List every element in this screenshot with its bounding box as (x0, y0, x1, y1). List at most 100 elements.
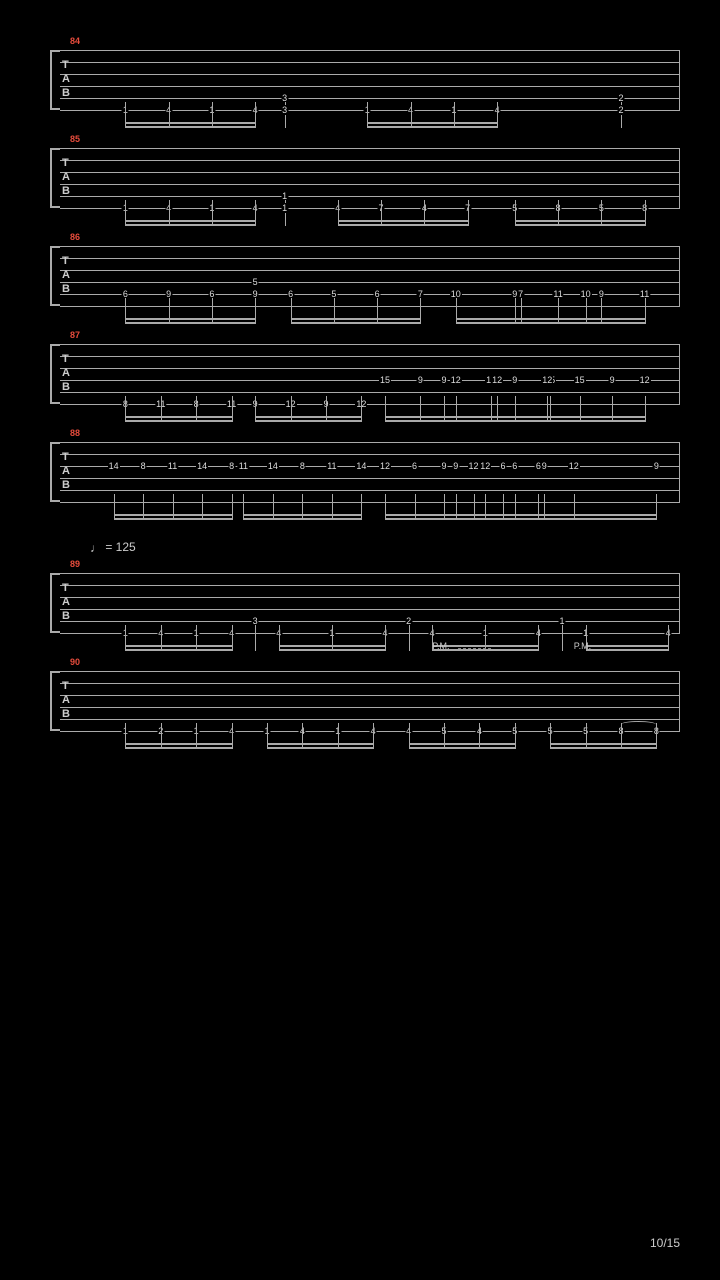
measures-container: 84TAB14143314142285TAB1414114747585886TA… (40, 50, 680, 731)
beam (538, 518, 656, 520)
beam (125, 122, 255, 124)
fret-number: 9 (609, 375, 616, 385)
beam (586, 645, 669, 647)
tab-letter: A (62, 597, 70, 608)
note-stem (125, 723, 126, 749)
staff-line (60, 404, 680, 405)
note-stem (444, 494, 445, 520)
fret-number: 6 (511, 461, 518, 471)
staff-line (60, 306, 680, 307)
tab-letter: B (62, 709, 70, 720)
fret-number: 9 (440, 461, 447, 471)
note-stem (444, 396, 445, 422)
note-stem (515, 298, 516, 324)
note-stem (485, 494, 486, 520)
tab-letter: A (62, 270, 70, 281)
staff-bracket (50, 442, 60, 502)
note-stem (550, 396, 551, 422)
tab-letter: A (62, 172, 70, 183)
note-stem (656, 723, 657, 749)
tab-letter: B (62, 88, 70, 99)
beam (409, 747, 515, 749)
tab-page: 84TAB14143314142285TAB1414114747585886TA… (0, 0, 720, 809)
note-stem (601, 200, 602, 226)
note-stem (491, 396, 492, 422)
fret-number: 12 (467, 461, 479, 471)
note-stem (586, 298, 587, 324)
note-stem (212, 102, 213, 128)
beam (279, 645, 385, 647)
fret-number: 12 (541, 375, 553, 385)
note-stem (169, 298, 170, 324)
fret-number: 3 (281, 105, 288, 115)
note-stem (338, 723, 339, 749)
note-stem (474, 494, 475, 520)
notes-row: 1214141445455588 (90, 671, 680, 731)
tab-letter: T (62, 681, 69, 692)
fret-number: 11 (326, 461, 337, 471)
note-stem (645, 200, 646, 226)
beam (515, 416, 645, 418)
fret-number: 8 (299, 461, 306, 471)
note-stem (521, 298, 522, 324)
fret-number: 11 (238, 461, 249, 471)
note-stem (196, 723, 197, 749)
measure-number: 90 (70, 657, 80, 667)
tab-letter: T (62, 256, 69, 267)
measure-number: 88 (70, 428, 80, 438)
note-stem (169, 102, 170, 128)
note-stem (161, 625, 162, 651)
note-stem (373, 723, 374, 749)
measure-number: 84 (70, 36, 80, 46)
beam (409, 743, 515, 745)
tab-staff: TAB81181191291215912159121591215912 (60, 344, 680, 404)
tab-staff: TAB141433141422 (60, 50, 680, 110)
tab-letter: B (62, 284, 70, 295)
staff-bracket (50, 671, 60, 731)
note-stem (497, 102, 498, 128)
note-stem (273, 494, 274, 520)
fret-number: 12 (379, 461, 391, 471)
measure-86: 86TAB69695656710710911911 (40, 246, 680, 306)
note-stem (547, 396, 548, 422)
note-stem (515, 494, 516, 520)
fret-number: 12 (491, 375, 503, 385)
fret-number: 14 (355, 461, 367, 471)
tab-letter: T (62, 354, 69, 365)
beam (125, 318, 255, 320)
note-stem (420, 396, 421, 422)
note-stem (538, 494, 539, 520)
note-stem (497, 396, 498, 422)
measure-89: 89TAB141434142414114 (40, 573, 680, 633)
note-stem (668, 625, 669, 651)
note-stem (196, 396, 197, 422)
note-stem (332, 494, 333, 520)
staff-bracket (50, 50, 60, 110)
palm-mute-dash (458, 647, 491, 649)
beam (125, 747, 231, 749)
note-stem (558, 298, 559, 324)
note-stem (255, 625, 256, 651)
fret-number: 9 (511, 375, 518, 385)
tab-letter: T (62, 583, 69, 594)
note-stem (161, 723, 162, 749)
note-stem (580, 396, 581, 422)
beam (586, 649, 669, 651)
note-stem (302, 494, 303, 520)
note-stem (255, 200, 256, 226)
tab-letter: T (62, 158, 69, 169)
staff-bracket (50, 573, 60, 633)
tab-staff: TAB148111481114811141269126912691269 (60, 442, 680, 502)
note-stem (232, 625, 233, 651)
note-stem (409, 625, 410, 651)
note-stem (562, 625, 563, 651)
notes-row: 14141147475858 (90, 148, 680, 208)
note-stem (196, 625, 197, 651)
note-stem (381, 200, 382, 226)
fret-number: 15 (379, 375, 391, 385)
note-stem (377, 298, 378, 324)
note-stem (420, 298, 421, 324)
tab-letter: B (62, 382, 70, 393)
note-stem (385, 494, 386, 520)
tab-staff: TAB69695656710710911911 (60, 246, 680, 306)
